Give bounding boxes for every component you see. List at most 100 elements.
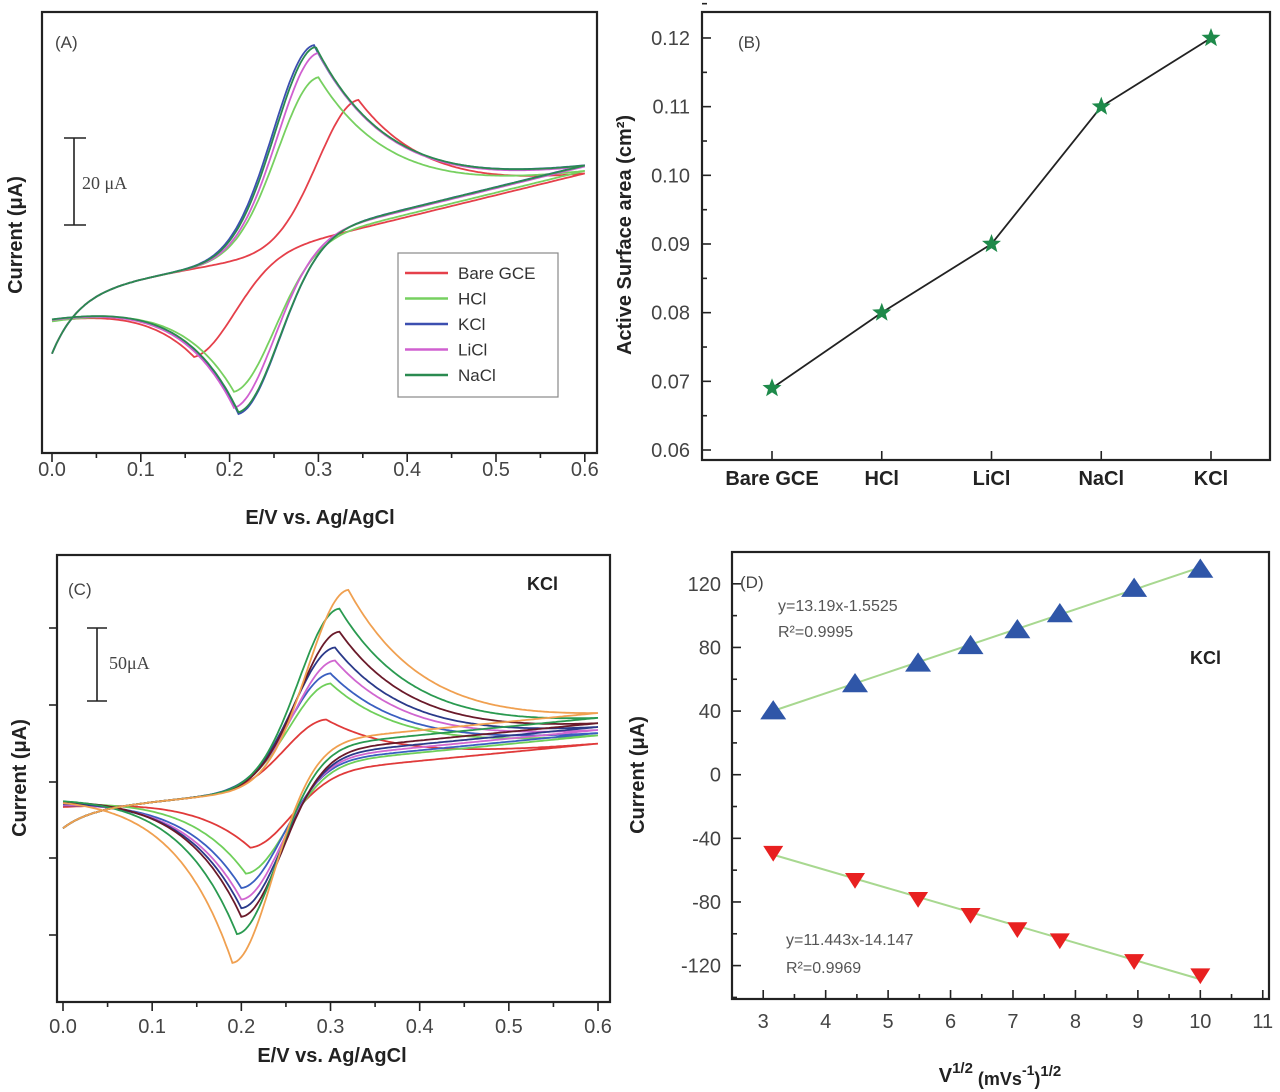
y-tick-label: -120	[681, 956, 721, 978]
cathodic-peak-marker	[1190, 968, 1211, 985]
y-tick-label: 0.06	[651, 440, 690, 462]
anodic-peak-marker	[957, 634, 984, 655]
cv-curve-scan-8	[62, 588, 599, 964]
panel-a-legend: Bare GCE HCl KCl LiCl NaCl	[397, 252, 559, 398]
panel-b-label: (B)	[738, 33, 761, 52]
x-tick-label: 0.1	[127, 459, 155, 481]
panel-c-annotation: KCl	[527, 574, 558, 594]
star-marker-hcl	[872, 302, 892, 321]
cathodic-peak-marker	[1049, 933, 1070, 950]
cv-curve-scan-7	[62, 607, 599, 936]
x-tick-label: 4	[820, 1011, 831, 1033]
panel-d-label: (D)	[740, 573, 764, 592]
panel-c-y-ticks	[49, 627, 57, 936]
cathodic-peak-marker	[845, 872, 866, 889]
legend-label: LiCl	[458, 341, 487, 360]
panel-a-frame	[40, 10, 599, 455]
y-tick-label: 80	[699, 637, 721, 659]
panel-b-frame	[700, 10, 1272, 462]
panel-c-frame	[55, 553, 612, 1004]
panel-a-xlabel: E/V vs. Ag/AgCl	[245, 507, 394, 529]
x-tick-label: 10	[1189, 1011, 1211, 1033]
cathodic-peak-marker	[1007, 922, 1028, 939]
cv-curve-scan-2	[62, 682, 599, 875]
x-tick-label: 0.4	[406, 1016, 434, 1038]
panel-c-label: (C)	[68, 580, 92, 599]
x-tick-label: 0.6	[584, 1016, 612, 1038]
panel-d-annotation: KCl	[1190, 648, 1221, 668]
y-tick-label: 0.12	[651, 28, 690, 50]
cv-curve-scan-6	[62, 630, 599, 918]
panel-d-ylabel: Current (μA)	[627, 716, 649, 834]
surface-area-line	[771, 37, 1212, 389]
panel-a-x-ticks: 0.0 0.1 0.2 0.3 0.4 0.5 0.6	[38, 453, 599, 481]
panel-b-plot	[762, 28, 1221, 397]
x-tick-label: 0.2	[216, 459, 244, 481]
anodic-peak-marker	[760, 700, 787, 720]
cathodic-fit-r2: R²=0.9969	[786, 960, 861, 977]
x-category-label: KCl	[1194, 468, 1228, 490]
x-tick-label: 8	[1070, 1011, 1081, 1033]
panel-b-ylabel: Active Surface area (cm²)	[614, 115, 636, 355]
anodic-peak-marker	[905, 652, 932, 672]
panel-b-axes: 0.06 0.07 0.08 0.09 0.10 0.11 0.12 Bare GCE HCl L…	[651, 2, 1228, 490]
x-category-label: NaCl	[1078, 468, 1124, 490]
y-tick-label: 0.08	[651, 303, 690, 325]
anodic-peak-marker	[842, 673, 869, 693]
panel-d-xlabel: V1/2 (mVs-1)1/2	[939, 1060, 1062, 1089]
legend-label: NaCl	[458, 366, 496, 385]
panel-d: 3 4 5 6 7 8 9 10 11 120 80 40 0 -40 -80 -120 (D) y=13.1…	[627, 550, 1273, 1089]
cathodic-peak-marker	[908, 892, 929, 908]
panel-a-scale-bar-label: 20 μA	[82, 173, 127, 193]
anodic-fit-equation: y=13.19x-1.5525	[778, 598, 898, 615]
anodic-peak-marker	[1046, 603, 1073, 623]
y-tick-label: -80	[692, 892, 721, 914]
panel-a-label: (A)	[55, 33, 78, 52]
y-tick-label: -40	[692, 828, 721, 850]
x-category-label: LiCl	[973, 468, 1011, 490]
x-tick-label: 3	[758, 1011, 769, 1033]
cv-curve-nacl	[51, 46, 585, 414]
cv-curve-bare-gce	[51, 98, 586, 359]
legend-label: HCl	[458, 290, 486, 309]
cathodic-peak-marker	[763, 845, 784, 862]
y-tick-label: 120	[688, 574, 721, 596]
panel-c-ylabel: Current (μA)	[9, 719, 31, 837]
y-tick-label: 0.09	[651, 234, 690, 256]
x-tick-label: 0.6	[571, 459, 599, 481]
panel-a-scale-bar: 20 μA	[64, 137, 127, 226]
panel-d-axes: 3 4 5 6 7 8 9 10 11 120 80 40 0 -40 -80 -120	[681, 574, 1273, 1033]
legend-label: Bare GCE	[458, 264, 535, 283]
x-tick-label: 11	[1252, 1011, 1273, 1033]
panel-d-plot	[760, 558, 1214, 985]
panel-a-curves	[51, 44, 586, 416]
panel-c-xlabel: E/V vs. Ag/AgCl	[257, 1045, 406, 1067]
y-tick-label: 0.10	[651, 165, 690, 187]
panel-c-curves	[62, 588, 599, 964]
panel-c-x-ticks: 0.0 0.1 0.2 0.3 0.4 0.5 0.6	[49, 1002, 612, 1038]
x-tick-label: 0.0	[38, 459, 66, 481]
star-marker-licl	[982, 234, 1001, 253]
star-marker-kcl	[1201, 28, 1221, 47]
panel-a: 0.0 0.1 0.2 0.3 0.4 0.5 0.6 (A) E/V vs. Ag/AgC…	[5, 10, 599, 529]
x-category-label: Bare GCE	[725, 468, 818, 490]
legend-label: KCl	[458, 315, 485, 334]
y-tick-label: 0.11	[653, 97, 690, 119]
x-tick-label: 0.5	[495, 1016, 523, 1038]
y-tick-label: 0.07	[651, 371, 690, 393]
panel-c-scale-bar: 50μA	[87, 627, 150, 702]
panel-a-ylabel: Current (μA)	[5, 176, 27, 294]
panel-b: 0.06 0.07 0.08 0.09 0.10 0.11 0.12 Bare GCE HCl L…	[614, 2, 1272, 490]
y-tick-label: 40	[699, 701, 721, 723]
panel-c: 0.0 0.1 0.2 0.3 0.4 0.5 0.6 (C) KCl E/V vs. Ag…	[9, 553, 612, 1067]
x-tick-label: 6	[945, 1011, 956, 1033]
anodic-peak-marker	[1121, 577, 1148, 597]
anodic-peak-marker	[1187, 558, 1214, 578]
x-tick-label: 0.0	[49, 1016, 77, 1038]
x-tick-label: 9	[1132, 1011, 1143, 1033]
x-tick-label: 0.3	[304, 459, 332, 481]
cathodic-fit-equation: y=11.443x-14.147	[786, 932, 913, 949]
star-marker-bare-gce	[762, 378, 782, 397]
star-marker-nacl	[1091, 96, 1111, 115]
